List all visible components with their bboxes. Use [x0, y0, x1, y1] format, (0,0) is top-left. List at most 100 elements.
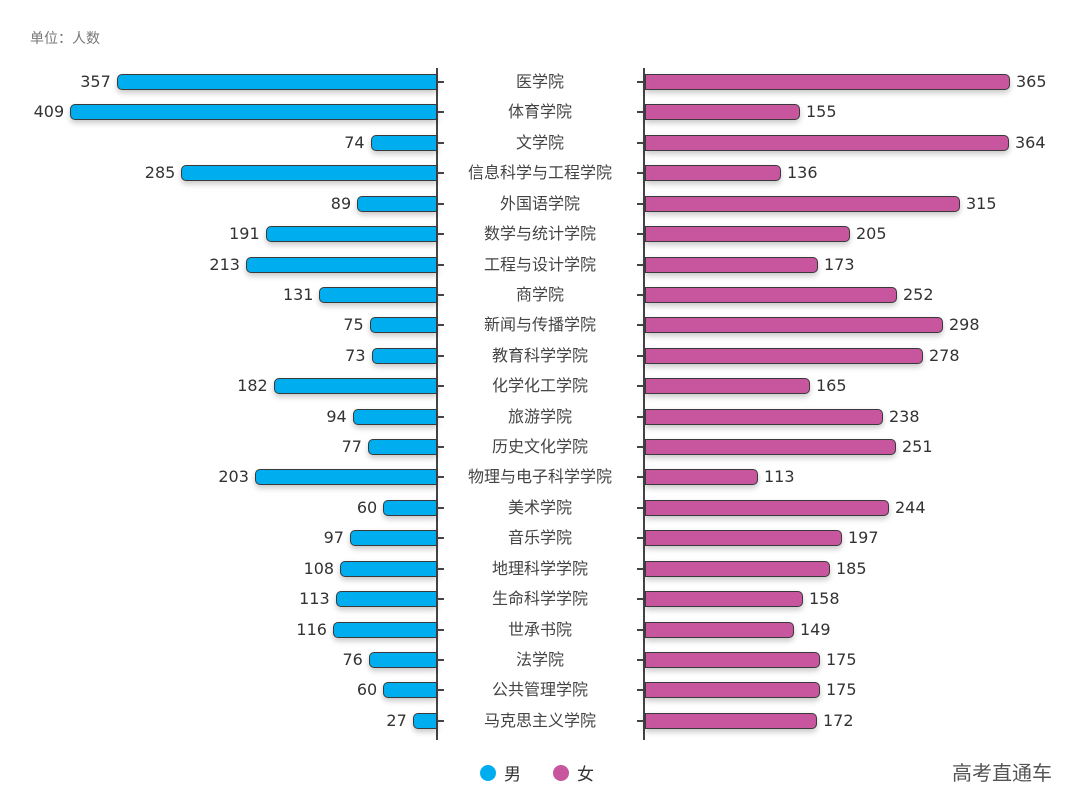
- legend-item-female[interactable]: 女: [553, 760, 594, 785]
- category-label: 旅游学院: [507, 406, 572, 426]
- female-value-label: 364: [1015, 132, 1046, 152]
- male-bar[interactable]: [319, 286, 437, 303]
- female-bar[interactable]: [645, 378, 810, 395]
- right-axis-tick: [637, 111, 644, 114]
- left-axis-tick: [437, 233, 444, 236]
- left-axis-tick: [437, 293, 444, 296]
- unit-label: 单位：人数: [30, 31, 100, 47]
- left-axis-tick: [437, 385, 444, 388]
- male-bar[interactable]: [273, 378, 437, 395]
- male-bar[interactable]: [357, 195, 437, 212]
- right-axis-tick: [637, 567, 644, 570]
- left-axis-tick: [437, 111, 444, 114]
- left-axis: [436, 68, 438, 740]
- watermark: 高考直通车: [952, 761, 1052, 785]
- female-value-label: 205: [856, 224, 887, 244]
- female-bar[interactable]: [645, 530, 842, 547]
- male-value-label: 77: [341, 437, 362, 457]
- right-axis-tick: [637, 202, 644, 205]
- right-axis-tick: [637, 689, 644, 692]
- male-bar[interactable]: [412, 712, 437, 729]
- female-bar[interactable]: [645, 347, 923, 364]
- right-axis: [643, 68, 645, 740]
- male-value-label: 89: [330, 193, 352, 213]
- male-value-label: 108: [303, 558, 335, 578]
- male-value-label: 27: [386, 710, 407, 730]
- female-bar[interactable]: [645, 408, 883, 425]
- female-value-label: 244: [895, 497, 926, 517]
- left-axis-tick: [437, 628, 444, 631]
- right-axis-tick: [637, 233, 644, 236]
- left-axis-tick: [437, 567, 444, 570]
- female-bar[interactable]: [645, 469, 758, 486]
- female-bar[interactable]: [645, 226, 850, 243]
- category-label: 教育科学学院: [491, 345, 588, 365]
- female-bar[interactable]: [645, 651, 820, 668]
- male-bar[interactable]: [116, 74, 437, 90]
- female-bar[interactable]: [645, 591, 803, 608]
- female-bar[interactable]: [645, 560, 830, 577]
- female-bar[interactable]: [645, 104, 800, 121]
- male-bar[interactable]: [369, 317, 437, 334]
- right-axis-tick: [637, 263, 644, 266]
- female-bar[interactable]: [645, 499, 889, 516]
- chart-row: 182 化学化工学院 165: [0, 371, 1080, 401]
- category-label: 化学化工学院: [491, 376, 588, 396]
- right-axis-tick: [637, 354, 644, 357]
- female-bar[interactable]: [645, 195, 960, 212]
- right-axis-tick: [637, 598, 644, 601]
- male-bar[interactable]: [181, 165, 437, 182]
- chart-row: 74 文学院 364: [0, 128, 1080, 158]
- male-bar[interactable]: [70, 104, 437, 121]
- category-label: 体育学院: [507, 102, 572, 122]
- male-value-label: 191: [229, 224, 260, 244]
- female-bar[interactable]: [645, 286, 897, 303]
- female-bar[interactable]: [645, 134, 1009, 151]
- female-bar[interactable]: [645, 712, 817, 729]
- male-bar[interactable]: [332, 621, 437, 638]
- male-bar[interactable]: [368, 651, 437, 668]
- female-bar[interactable]: [645, 317, 943, 334]
- legend-label-female: 女: [577, 765, 594, 785]
- female-value-label: 251: [902, 437, 933, 457]
- female-bar[interactable]: [645, 256, 818, 273]
- female-value-label: 172: [823, 710, 854, 730]
- category-label: 外国语学院: [499, 193, 580, 213]
- female-bar[interactable]: [645, 74, 1010, 90]
- left-axis-tick: [437, 324, 444, 327]
- female-value-label: 149: [800, 619, 831, 639]
- male-bar[interactable]: [371, 347, 437, 364]
- male-bar[interactable]: [352, 408, 437, 425]
- right-axis-tick: [637, 628, 644, 631]
- male-value-label: 357: [80, 72, 111, 91]
- male-bar[interactable]: [245, 256, 437, 273]
- male-bar[interactable]: [383, 682, 437, 699]
- legend-item-male[interactable]: 男: [480, 760, 521, 785]
- chart-row: 409 体育学院 155: [0, 97, 1080, 127]
- female-dot-icon: [553, 764, 569, 781]
- female-bar[interactable]: [645, 621, 794, 638]
- male-bar[interactable]: [370, 134, 437, 151]
- female-value-label: 136: [787, 163, 818, 183]
- male-bar[interactable]: [335, 591, 437, 608]
- male-value-label: 131: [282, 284, 314, 304]
- female-value-label: 315: [966, 193, 997, 213]
- category-label: 物理与电子科学学院: [467, 467, 612, 487]
- female-value-label: 175: [826, 680, 857, 700]
- female-value-label: 197: [848, 528, 879, 548]
- category-label: 美术学院: [507, 497, 572, 517]
- female-value-label: 158: [809, 589, 840, 609]
- chart-row: 191 数学与统计学院 205: [0, 219, 1080, 249]
- right-axis-tick: [637, 141, 644, 144]
- male-value-label: 94: [326, 406, 347, 426]
- male-bar[interactable]: [367, 439, 437, 456]
- male-bar[interactable]: [340, 560, 437, 577]
- male-bar[interactable]: [265, 226, 437, 243]
- female-bar[interactable]: [645, 165, 781, 182]
- female-bar[interactable]: [645, 439, 896, 456]
- male-bar[interactable]: [383, 499, 437, 516]
- female-value-label: 298: [949, 315, 980, 335]
- male-bar[interactable]: [349, 530, 437, 547]
- male-bar[interactable]: [254, 469, 437, 486]
- female-bar[interactable]: [645, 682, 820, 699]
